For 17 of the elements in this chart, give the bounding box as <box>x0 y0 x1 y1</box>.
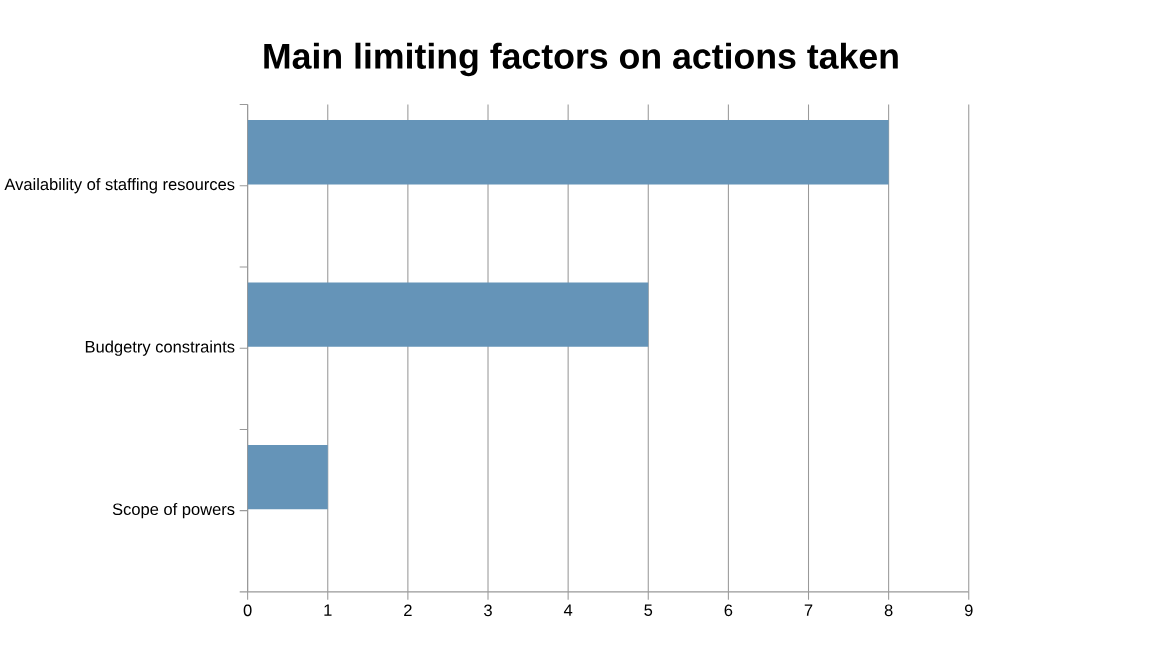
x-tick-label: 3 <box>484 604 492 617</box>
bar <box>247 120 889 185</box>
bar <box>247 445 328 510</box>
x-tick-label: 8 <box>884 604 893 617</box>
x-tick-label: 0 <box>243 604 252 617</box>
bar <box>247 282 649 348</box>
y-tick-label: Budgetry constraints <box>85 340 235 357</box>
x-tick-label: 1 <box>324 604 332 617</box>
x-tick-label: 5 <box>644 604 653 617</box>
x-tick-label: 6 <box>724 604 733 617</box>
y-tick-label: Availability of staffing resources <box>4 178 235 194</box>
y-tick-label: Scope of powers <box>112 503 235 519</box>
x-tick-label: 9 <box>964 604 973 617</box>
chart-title: Main limiting factors on actions taken <box>264 42 898 77</box>
x-tick-label: 7 <box>804 604 813 617</box>
x-tick-label: 4 <box>563 604 573 617</box>
x-tick-label: 2 <box>404 604 412 617</box>
